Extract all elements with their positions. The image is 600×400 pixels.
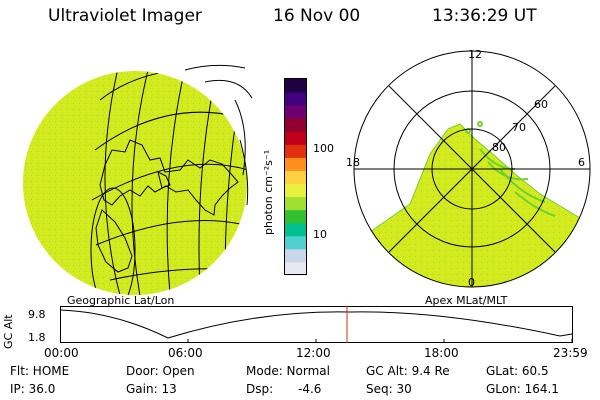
mlt-label-18: 18 bbox=[346, 156, 360, 169]
colorbar-tick-10: 10 bbox=[313, 228, 327, 241]
earth-disk bbox=[23, 71, 247, 295]
mlat-label-70: 70 bbox=[512, 121, 526, 134]
polar-plot bbox=[353, 50, 591, 288]
colorbar-step bbox=[285, 144, 306, 158]
colorbar-step bbox=[285, 131, 306, 145]
colorbar-step bbox=[285, 235, 306, 250]
mlt-label-6: 6 bbox=[578, 156, 585, 169]
colorbar-unit-label: photon cm⁻²s⁻¹ bbox=[262, 149, 275, 235]
x-tick-12-00: 12:00 bbox=[296, 346, 331, 360]
x-tick-00-00: 00:00 bbox=[44, 346, 79, 360]
mlat-label-60: 60 bbox=[534, 98, 548, 111]
info-gc-alt: GC Alt: 9.4 Re bbox=[366, 364, 450, 378]
instrument-title: Ultraviolet Imager bbox=[48, 6, 202, 26]
x-tick-23-59: 23:59 bbox=[553, 346, 588, 360]
colorbar-step bbox=[285, 118, 306, 132]
info-flight: Flt: HOME bbox=[10, 364, 70, 378]
mlt-label-12: 12 bbox=[468, 48, 482, 61]
gc-alt-axis-label: GC Alt bbox=[2, 314, 15, 349]
info-dsp-value: -4.6 bbox=[298, 382, 322, 396]
altitude-plot bbox=[60, 306, 573, 343]
info-dsp-label: Dsp: bbox=[246, 382, 274, 396]
info-seq: Seq: 30 bbox=[366, 382, 412, 396]
colorbar-step bbox=[285, 105, 306, 119]
info-door: Door: Open bbox=[126, 364, 195, 378]
info-glat: GLat: 60.5 bbox=[486, 364, 549, 378]
y-tick-9-8: 9.8 bbox=[28, 308, 46, 321]
coastline-outline bbox=[95, 139, 239, 273]
mlt-label-0: 0 bbox=[468, 276, 475, 289]
x-tick-18-00: 18:00 bbox=[424, 346, 459, 360]
info-mode: Mode: Normal bbox=[246, 364, 330, 378]
colorbar-step bbox=[285, 222, 306, 237]
colorbar-step bbox=[285, 92, 306, 106]
colorbar-tick-100: 100 bbox=[313, 142, 334, 155]
colorbar-step bbox=[285, 157, 306, 171]
info-gain: Gain: 13 bbox=[126, 382, 177, 396]
info-ip: IP: 36.0 bbox=[10, 382, 56, 396]
colorbar-step bbox=[285, 183, 306, 198]
mlat-label-80: 80 bbox=[492, 141, 506, 154]
geographic-panel-label: Geographic Lat/Lon bbox=[67, 294, 175, 307]
info-glon: GLon: 164.1 bbox=[486, 382, 559, 396]
outer-grid-arcs bbox=[184, 64, 253, 206]
altitude-curve bbox=[60, 309, 573, 339]
date-label: 16 Nov 00 bbox=[273, 6, 361, 26]
colorbar-step bbox=[285, 196, 306, 211]
colorbar-step bbox=[285, 170, 306, 185]
colorbar-step bbox=[285, 248, 306, 263]
colorbar-step bbox=[285, 209, 306, 224]
colorbar-step bbox=[285, 261, 306, 276]
y-tick-1-8: 1.8 bbox=[28, 331, 46, 344]
time-label: 13:36:29 UT bbox=[432, 6, 537, 26]
colorbar bbox=[284, 78, 307, 276]
apex-panel-label: Apex MLat/MLT bbox=[425, 294, 508, 307]
auroral-arcs bbox=[465, 121, 556, 217]
x-tick-06-00: 06:00 bbox=[168, 346, 203, 360]
polar-grid bbox=[353, 50, 591, 288]
colorbar-step bbox=[285, 79, 306, 93]
